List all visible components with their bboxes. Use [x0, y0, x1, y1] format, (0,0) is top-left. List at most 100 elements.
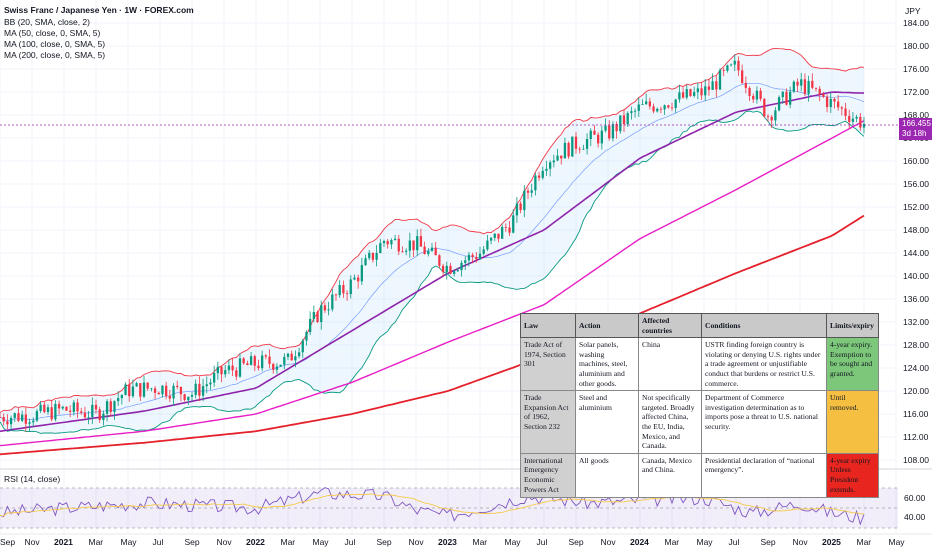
candle-body — [796, 81, 799, 86]
candle — [604, 118, 607, 133]
candle-body — [611, 124, 615, 139]
candle-body — [213, 373, 216, 383]
candle-body — [670, 107, 674, 109]
indicator-ma200-label[interactable]: MA (200, close, 0, SMA, 5) — [4, 50, 106, 60]
ma100-line — [0, 120, 865, 447]
price-tick: 108.00 — [903, 455, 929, 465]
candle-body — [630, 111, 633, 114]
candle — [489, 237, 493, 245]
candle-body — [0, 416, 2, 418]
candle-body — [286, 353, 290, 357]
candle-body — [279, 364, 282, 367]
candle — [371, 252, 375, 263]
countries-cell: Canada, Mexico and China. — [638, 452, 702, 498]
candle — [718, 68, 722, 90]
candle-body — [176, 385, 179, 387]
chart-title: Swiss Franc / Japanese Yen · 1W · FOREX.… — [4, 5, 194, 15]
candle — [541, 166, 544, 180]
indicator-ma100-label[interactable]: MA (100, close, 0, SMA, 5) — [4, 39, 106, 49]
candle-body — [249, 356, 253, 366]
candle-body — [585, 138, 589, 149]
candle — [35, 408, 39, 423]
candle-body — [39, 404, 42, 412]
candle-body — [46, 407, 50, 413]
candle — [357, 274, 360, 289]
candle-body — [453, 271, 456, 274]
price-tick: 132.00 — [903, 317, 929, 327]
candle — [201, 378, 205, 402]
candle — [497, 233, 500, 243]
limits-cell: 4-year expiry Unless President extends. — [826, 452, 879, 498]
candle-body — [460, 262, 463, 271]
candle — [615, 121, 618, 139]
candle-body — [172, 385, 175, 399]
candle — [224, 364, 227, 378]
candle — [711, 73, 714, 90]
indicator-ma50-label[interactable]: MA (50, close, 0, SMA, 5) — [4, 28, 101, 38]
candle — [759, 87, 762, 102]
candle — [851, 111, 855, 126]
candle-body — [862, 123, 866, 128]
candle — [382, 239, 386, 248]
candle-body — [537, 175, 541, 178]
candle — [146, 382, 149, 391]
candle — [460, 260, 463, 277]
candle — [150, 387, 153, 392]
time-tick: Jul — [728, 537, 740, 547]
candle-body — [685, 89, 688, 98]
candle — [345, 290, 349, 301]
candle — [39, 401, 42, 413]
candle — [549, 160, 552, 177]
candle-body — [334, 294, 338, 296]
candle — [833, 97, 836, 109]
candle — [475, 252, 478, 263]
candle — [859, 112, 862, 131]
candle-body — [696, 88, 699, 93]
candle-body — [198, 383, 201, 396]
candle — [656, 107, 659, 113]
candle-body — [567, 142, 570, 157]
candle — [360, 257, 363, 285]
candle — [807, 75, 810, 102]
countries-cell: China — [638, 337, 702, 392]
candle-body — [83, 412, 87, 418]
rsi-label[interactable]: RSI (14, close) — [4, 474, 61, 484]
candle-body — [545, 168, 548, 171]
candle-body — [120, 395, 123, 399]
candle — [379, 238, 382, 254]
candle-body — [216, 366, 219, 374]
candle-body — [91, 404, 94, 418]
candle-body — [689, 89, 692, 96]
time-tick: 2025 — [822, 537, 841, 547]
candle — [117, 391, 120, 406]
indicator-bb-label[interactable]: BB (20, SMA, close, 2) — [4, 17, 90, 27]
candle-body — [109, 401, 112, 412]
candle-body — [449, 265, 452, 274]
candle-body — [13, 413, 16, 418]
candle — [752, 93, 755, 103]
candle-body — [368, 252, 371, 259]
candle — [408, 232, 411, 258]
candle — [512, 209, 515, 234]
candle — [837, 95, 840, 111]
candle-body — [693, 92, 696, 96]
candle-body — [268, 356, 271, 364]
candle-body — [578, 148, 581, 150]
candle — [663, 104, 666, 115]
candle — [187, 396, 190, 405]
candle — [774, 107, 777, 126]
candle-body — [674, 99, 677, 109]
candle-body — [102, 413, 105, 420]
candle — [844, 102, 847, 121]
candle-body — [700, 88, 703, 96]
candle-body — [851, 118, 855, 122]
conditions-cell: Department of Commerce investigation det… — [701, 390, 827, 454]
candle — [571, 136, 574, 157]
candle — [323, 302, 327, 313]
time-tick: May — [120, 537, 137, 547]
candle — [24, 407, 27, 432]
candle — [43, 402, 46, 414]
candle-body — [390, 240, 393, 245]
candle-body — [792, 81, 795, 92]
